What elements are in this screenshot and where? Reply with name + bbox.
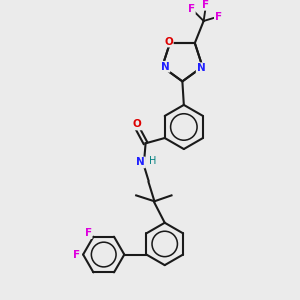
Text: F: F bbox=[202, 0, 210, 10]
Text: O: O bbox=[133, 119, 142, 130]
Text: N: N bbox=[197, 63, 206, 73]
Text: N: N bbox=[136, 158, 145, 167]
Text: F: F bbox=[215, 12, 222, 22]
Text: F: F bbox=[73, 250, 80, 260]
Text: F: F bbox=[85, 228, 92, 238]
Text: H: H bbox=[149, 156, 156, 166]
Text: O: O bbox=[164, 37, 173, 46]
Text: N: N bbox=[161, 62, 170, 72]
Text: F: F bbox=[188, 4, 195, 14]
